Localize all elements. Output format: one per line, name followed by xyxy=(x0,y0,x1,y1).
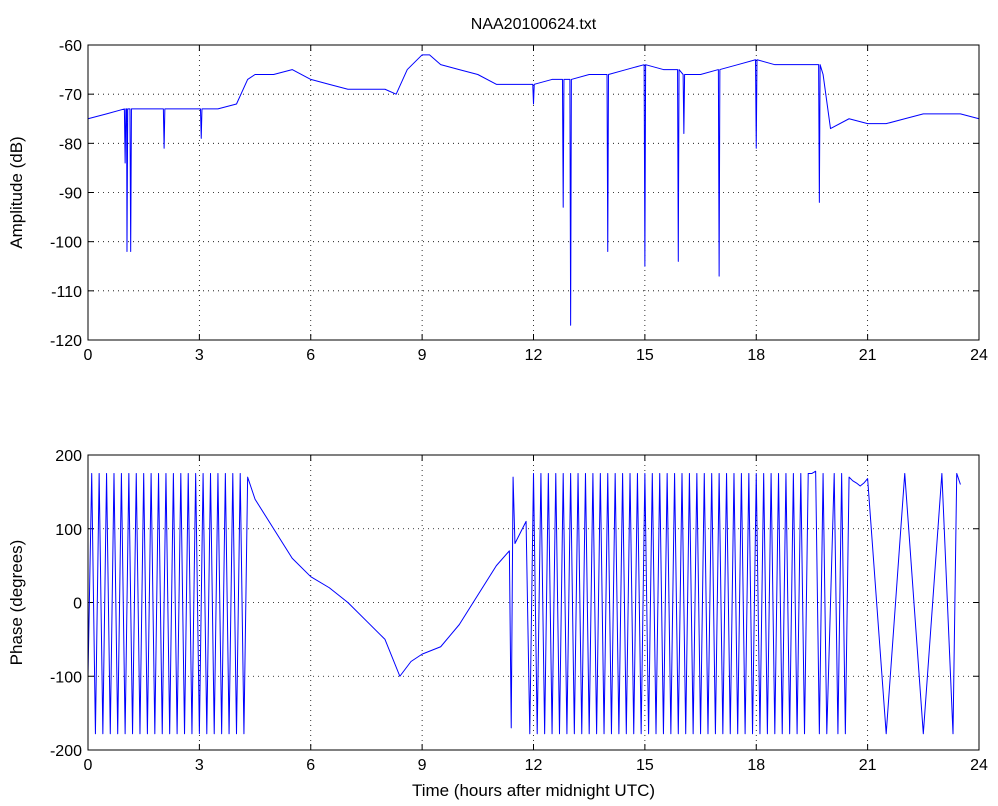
y-axis-label: Amplitude (dB) xyxy=(7,136,26,248)
plot-frame xyxy=(87,454,980,751)
y-tick-label: -100 xyxy=(50,235,82,252)
x-axis-label: Time (hours after midnight UTC) xyxy=(412,781,655,800)
y-tick-label: 200 xyxy=(55,448,82,465)
x-tick-label: 0 xyxy=(84,757,93,774)
x-tick-label: 21 xyxy=(859,347,877,364)
y-tick-label: -200 xyxy=(50,743,82,760)
y-tick-label: -120 xyxy=(50,333,82,350)
y-axis-label: Phase (degrees) xyxy=(7,540,26,666)
y-tick-label: -110 xyxy=(51,284,82,301)
x-tick-label: 9 xyxy=(418,757,427,774)
y-tick-label: -60 xyxy=(59,38,82,55)
x-tick-label: 18 xyxy=(747,347,765,364)
y-tick-label: 0 xyxy=(73,596,82,613)
x-tick-label: 12 xyxy=(525,757,543,774)
x-tick-label: 6 xyxy=(306,757,315,774)
y-tick-label: -70 xyxy=(59,87,82,104)
x-tick-label: 18 xyxy=(747,757,765,774)
x-tick-label: 24 xyxy=(970,347,988,364)
x-tick-label: 6 xyxy=(306,347,315,364)
x-tick-label: 3 xyxy=(195,757,204,774)
x-tick-label: 15 xyxy=(636,347,654,364)
x-tick-label: 15 xyxy=(636,757,654,774)
x-tick-label: 9 xyxy=(418,347,427,364)
x-tick-label: 12 xyxy=(525,347,543,364)
chart-title: NAA20100624.txt xyxy=(471,16,597,33)
plot-frame xyxy=(87,44,980,341)
x-tick-label: 21 xyxy=(859,757,877,774)
y-tick-label: -90 xyxy=(59,186,82,203)
data-line xyxy=(87,470,961,735)
x-tick-label: 3 xyxy=(195,347,204,364)
y-tick-label: -100 xyxy=(50,669,82,686)
y-tick-label: 100 xyxy=(55,522,82,539)
x-tick-label: 0 xyxy=(84,347,93,364)
data-line xyxy=(87,54,980,326)
y-tick-label: -80 xyxy=(59,136,82,153)
x-tick-label: 24 xyxy=(970,757,988,774)
